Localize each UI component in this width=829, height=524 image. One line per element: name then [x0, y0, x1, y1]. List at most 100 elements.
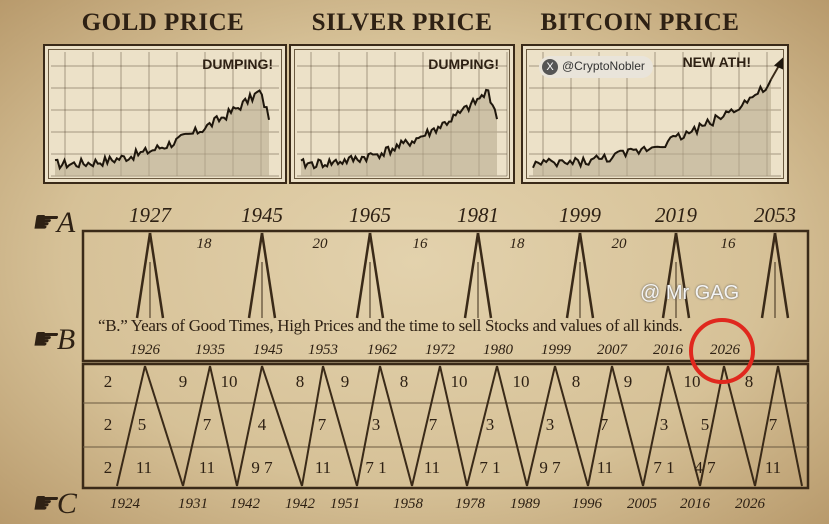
peak-line [578, 232, 595, 319]
cycle-a-year: 1981 [457, 203, 499, 227]
cycle-c-row1-value: 10 [512, 372, 530, 391]
cycle-c-row2-value: 3 [659, 415, 669, 434]
bitcoin-price-title: BITCOIN PRICE [540, 9, 740, 36]
cycle-c-row3-value: 11 [314, 458, 332, 477]
cycle-c-line [301, 365, 324, 487]
gold-chart-panel: DUMPING! [43, 44, 287, 184]
cycle-c-year: 2005 [627, 496, 657, 512]
cycle-c-row3-value: 2 [103, 458, 113, 477]
cycle-c-row3-value: 4 7 [694, 458, 716, 477]
cycle-c-line [777, 365, 803, 487]
cycle-a-interval: 16 [412, 236, 428, 252]
watermark: @ Mr GAG [640, 282, 740, 304]
cycle-c-row2-value: 7 [768, 415, 778, 434]
peak-line [463, 232, 480, 319]
price-line [532, 79, 772, 169]
gold-chart-label: DUMPING! [202, 56, 273, 72]
handle-text: @CryptoNobler [562, 59, 645, 73]
marker-a: A [56, 206, 76, 239]
cycle-c-year: 1951 [330, 496, 360, 512]
cycle-b-year: 1962 [367, 342, 397, 358]
cycle-c-line [144, 365, 184, 487]
cycle-b-year: 1935 [195, 342, 225, 358]
cycle-c-row2-value: 3 [485, 415, 495, 434]
cycle-c-line [642, 365, 669, 487]
arrow-head-icon [774, 57, 783, 70]
cycle-c-line [754, 365, 779, 487]
cycle-c-row3-value: 11 [135, 458, 153, 477]
cycle-a-interval: 18 [509, 236, 525, 252]
cycle-c-year: 1989 [510, 496, 540, 512]
highlight-circle [689, 318, 755, 384]
peak-line [355, 232, 372, 319]
cycle-c-line [356, 365, 381, 487]
cycle-c-row1-value: 8 [744, 372, 754, 391]
cycle-b-year: 1945 [253, 342, 283, 358]
cycle-c-year: 1996 [572, 496, 602, 512]
price-line [54, 89, 270, 171]
cycle-c-row3-value: 7 1 [479, 458, 501, 477]
cycle-c-row2-value: 7 [317, 415, 327, 434]
silver-chart-label: DUMPING! [428, 56, 499, 72]
cycle-c-row1-value: 8 [399, 372, 409, 391]
cycle-c-row2-value: 7 [202, 415, 212, 434]
cycle-c-row2-value: 7 [428, 415, 438, 434]
handle-badge: X @CryptoNobler [539, 56, 653, 78]
cycle-c-row3-value: 7 1 [653, 458, 675, 477]
cycle-c-line [236, 365, 263, 487]
cycle-c-row2-value: 7 [599, 415, 609, 434]
cycle-c-line [322, 365, 358, 487]
cycle-c-line [209, 365, 238, 487]
cycle-c-year: 2016 [680, 496, 710, 512]
cycle-c-row2-value: 5 [700, 415, 710, 434]
cycle-b-year: 1999 [541, 342, 571, 358]
price-area [55, 90, 269, 176]
cycle-a-interval: 20 [312, 236, 328, 252]
cycle-b-year: 2026 [710, 342, 740, 358]
peak-line [773, 232, 790, 319]
cycle-a-interval: 18 [196, 236, 212, 252]
cycle-c-row3-value: 11 [423, 458, 441, 477]
cycle-c-year: 1942 [230, 496, 260, 512]
cycle-c-row2-value: 4 [257, 415, 267, 434]
cycle-c-line [667, 365, 701, 487]
cycle-a-year: 1927 [129, 203, 171, 227]
peak-line [760, 232, 777, 319]
peak-line [368, 232, 385, 319]
silver-price-title: SILVER PRICE [311, 9, 493, 36]
cycle-c-row1-value: 2 [103, 372, 113, 391]
cycle-c-row2-value: 3 [371, 415, 381, 434]
cycle-c-line [587, 365, 613, 487]
cycle-c-year: 1931 [178, 496, 208, 512]
cycle-c-line [116, 365, 146, 487]
cycle-b-year: 1926 [130, 342, 160, 358]
pointing-hand-c-icon: ☛C [30, 487, 77, 520]
marker-c: C [56, 487, 77, 520]
cycle-c-row2-value: 2 [103, 415, 113, 434]
cycle-c-line [411, 365, 441, 487]
cycle-c-line [379, 365, 413, 487]
cycle-c-row3-value: 9 7 [539, 458, 561, 477]
bitcoin-chart-label: NEW ATH! [682, 54, 751, 70]
cycle-c-row1-value: 8 [295, 372, 305, 391]
cycle-c-line [611, 365, 644, 487]
cycle-a-year: 2053 [754, 203, 796, 227]
cycle-c-line [496, 365, 528, 487]
cycle-c-line [466, 365, 498, 487]
cycle-c-line [526, 365, 556, 487]
row-a-box [81, 229, 810, 363]
silver-price-chart [297, 52, 508, 177]
marker-b: B [56, 323, 76, 356]
cycle-c-row1-value: 8 [571, 372, 581, 391]
cycle-c-line [261, 365, 303, 487]
peak-line [565, 232, 582, 319]
cycle-c-row1-value: 9 [340, 372, 350, 391]
cycle-c-row1-value: 10 [683, 372, 701, 391]
cycle-c-row3-value: 7 1 [365, 458, 387, 477]
cycle-c-row2-value: 3 [545, 415, 555, 434]
cycle-a-year: 1965 [349, 203, 391, 227]
cycle-c-year: 1942 [285, 496, 315, 512]
x-logo-icon: X [542, 59, 558, 75]
gold-price-chart [51, 52, 279, 177]
cycle-a-interval: 16 [720, 236, 736, 252]
